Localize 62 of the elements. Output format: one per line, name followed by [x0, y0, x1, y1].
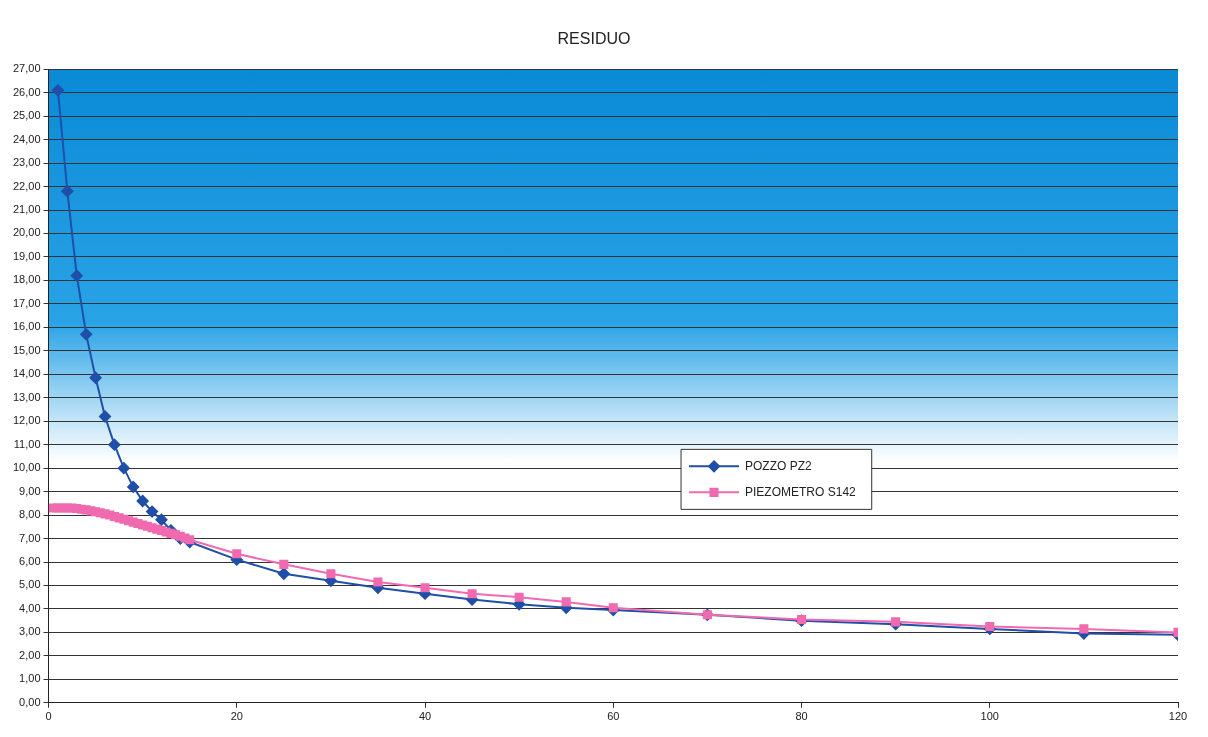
point: [561, 597, 571, 607]
y-tick-label: 6,00: [19, 555, 41, 568]
point: [373, 577, 383, 587]
point: [420, 583, 430, 593]
y-tick-label: 23,00: [13, 156, 41, 169]
point: [127, 480, 140, 493]
y-tick-label: 24,00: [13, 132, 41, 145]
y-tick-label: 4,00: [19, 601, 41, 614]
y-tick-label: 12,00: [13, 414, 41, 427]
y-tick-label: 21,00: [13, 203, 41, 216]
y-tick-label: 25,00: [13, 109, 41, 122]
y-tick-label: 19,00: [13, 249, 41, 262]
point: [80, 328, 93, 341]
y-tick-label: 26,00: [13, 85, 41, 98]
x-tick-label: 20: [230, 710, 243, 723]
y-tick-label: 10,00: [13, 461, 41, 474]
point: [467, 589, 477, 599]
point: [232, 549, 242, 559]
point: [326, 569, 336, 579]
point: [514, 592, 524, 602]
y-tick-label: 5,00: [19, 578, 41, 591]
x-tick-label: 80: [795, 710, 808, 723]
x-tick-label: 120: [1168, 710, 1188, 723]
y-tick-label: 16,00: [13, 320, 41, 333]
point: [51, 84, 64, 97]
chart-title: RESIDUO: [557, 30, 631, 48]
x-tick-label: 60: [607, 710, 620, 723]
y-tick-label: 0,00: [19, 695, 41, 708]
y-tick-label: 14,00: [13, 367, 41, 380]
y-tick-label: 18,00: [13, 273, 41, 286]
y-tick-label: 11,00: [13, 437, 41, 450]
y-tick-label: 1,00: [19, 672, 41, 685]
point: [279, 559, 289, 569]
y-tick-label: 27,00: [13, 62, 41, 75]
point: [155, 513, 168, 526]
point: [146, 505, 159, 518]
point: [89, 371, 102, 384]
y-tick-label: 8,00: [19, 508, 41, 521]
legend-label: POZZO PZ2: [745, 458, 813, 473]
y-tick-label: 3,00: [19, 625, 41, 638]
point: [70, 269, 83, 282]
y-tick-label: 2,00: [19, 648, 41, 661]
point: [117, 462, 130, 475]
point: [108, 438, 121, 451]
y-tick-label: 20,00: [13, 226, 41, 239]
y-tick-label: 13,00: [13, 390, 41, 403]
point: [1079, 624, 1089, 634]
y-tick-label: 15,00: [13, 343, 41, 356]
point: [891, 617, 901, 627]
y-tick-label: 17,00: [13, 296, 41, 309]
y-tick-label: 9,00: [19, 484, 41, 497]
x-tick-label: 40: [418, 710, 432, 723]
legend-label: PIEZOMETRO S142: [745, 484, 857, 499]
point: [608, 603, 618, 613]
y-tick-label: 22,00: [13, 179, 41, 192]
y-tick-label: 7,00: [19, 531, 41, 544]
point: [61, 185, 74, 198]
point: [99, 410, 111, 423]
point: [185, 535, 195, 545]
x-tick-label: 100: [980, 710, 999, 723]
x-tick-label: 0: [45, 710, 52, 723]
point: [136, 494, 149, 507]
